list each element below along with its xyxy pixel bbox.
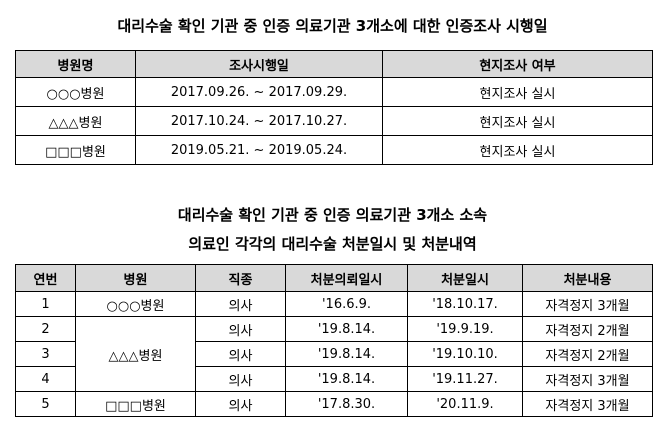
cell-request-date: '19.8.14. [285,341,408,367]
cell-disposition-content: 자격정지 2개월 [522,316,653,342]
cell-hospital-name: ○○○병원 [15,77,136,107]
cell-disposition-date: '20.11.9. [407,391,523,417]
section2-title-line1: 대리수술 확인 기관 중 인증 의료기관 3개소 소속 [177,206,488,224]
table-row: 5 □□□병원 의사 '17.8.30. '20.11.9. 자격정지 3개월 [15,391,653,417]
header-job: 직종 [195,264,286,292]
cell-disposition-content: 자격정지 2개월 [522,341,653,367]
header-survey-date: 조사시행일 [135,50,383,78]
cell-job: 의사 [195,316,286,342]
cell-number: 5 [15,391,76,417]
cell-request-date: '19.8.14. [285,316,408,342]
disposition-table: 연번 병원 직종 처분의뢰일시 처분일시 처분내용 1 ○○○병원 의사 '16… [15,264,653,417]
table-row: △△△병원 2017.10.24. ~ 2017.10.27. 현지조사 실시 [15,106,653,136]
table-row: □□□병원 2019.05.21. ~ 2019.05.24. 현지조사 실시 [15,135,653,165]
table-row: 2 △△△병원 의사 '19.8.14. '19.9.19. 자격정지 2개월 [15,316,653,392]
table-header-row: 연번 병원 직종 처분의뢰일시 처분일시 처분내용 [15,264,653,292]
cell-onsite-survey: 현지조사 실시 [382,77,653,107]
header-number: 연번 [15,264,76,292]
cell-request-date: '19.8.14. [285,366,408,392]
cell-job: 의사 [195,291,286,317]
cell-hospital: ○○○병원 [75,291,196,317]
header-request-date: 처분의뢰일시 [285,264,408,292]
header-disposition-content: 처분내용 [522,264,653,292]
cell-hospital-name: □□□병원 [15,135,136,165]
cell-hospital-name: △△△병원 [15,106,136,136]
cell-job: 의사 [195,391,286,417]
cell-disposition-content: 자격정지 3개월 [522,366,653,392]
cell-disposition-date: '18.10.17. [407,291,523,317]
table-row: 4 의사 '19.8.14. '19.11.27. 자격정지 3개월 [15,366,653,392]
cell-request-date: '17.8.30. [285,391,408,417]
cell-job: 의사 [195,341,286,367]
cell-number: 2 [15,316,76,342]
table-header-row: 병원명 조사시행일 현지조사 여부 [15,50,653,78]
header-onsite-survey: 현지조사 여부 [382,50,653,78]
header-hospital-name: 병원명 [15,50,136,78]
cell-disposition-date: '19.10.10. [407,341,523,367]
survey-date-table: 병원명 조사시행일 현지조사 여부 ○○○병원 2017.09.26. ~ 20… [15,50,653,165]
cell-disposition-content: 자격정지 3개월 [522,291,653,317]
cell-number: 1 [15,291,76,317]
cell-onsite-survey: 현지조사 실시 [382,135,653,165]
table-row: 1 ○○○병원 의사 '16.6.9. '18.10.17. 자격정지 3개월 [15,291,653,317]
cell-onsite-survey: 현지조사 실시 [382,106,653,136]
cell-number: 3 [15,341,76,367]
section2-title-line2: 의료인 각각의 대리수술 처분일시 및 처분내역 [188,235,477,253]
header-hospital: 병원 [75,264,196,292]
cell-disposition-date: '19.9.19. [407,316,523,342]
cell-job: 의사 [195,366,286,392]
cell-disposition-date: '19.11.27. [407,366,523,392]
section1-title: 대리수술 확인 기관 중 인증 의료기관 3개소에 대한 인증조사 시행일 [117,17,548,35]
cell-survey-date: 2019.05.21. ~ 2019.05.24. [135,135,383,165]
cell-hospital: △△△병원 [75,316,196,392]
header-disposition-date: 처분일시 [407,264,523,292]
cell-request-date: '16.6.9. [285,291,408,317]
cell-survey-date: 2017.09.26. ~ 2017.09.29. [135,77,383,107]
cell-survey-date: 2017.10.24. ~ 2017.10.27. [135,106,383,136]
cell-disposition-content: 자격정지 3개월 [522,391,653,417]
table-row: ○○○병원 2017.09.26. ~ 2017.09.29. 현지조사 실시 [15,77,653,107]
cell-hospital: □□□병원 [75,391,196,417]
cell-number: 4 [15,366,76,392]
